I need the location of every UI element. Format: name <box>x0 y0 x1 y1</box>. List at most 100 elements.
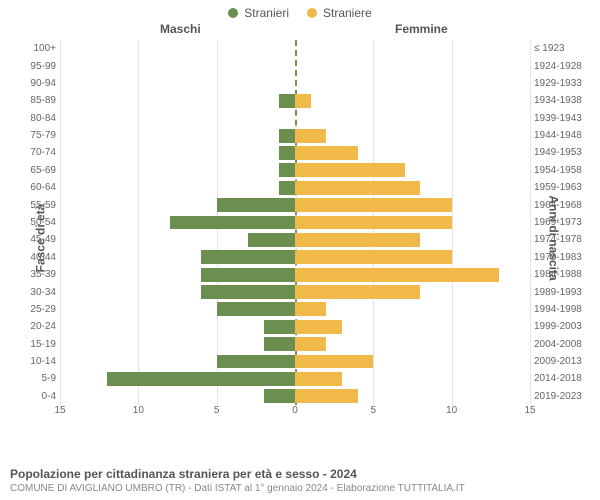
pyramid-row: 70-741949-1953 <box>60 144 530 161</box>
birth-year-label: 1984-1988 <box>534 269 590 280</box>
header-male: Maschi <box>160 22 201 36</box>
bar-female <box>295 268 499 282</box>
bar-male <box>201 285 295 299</box>
birth-year-label: 1944-1948 <box>534 130 590 141</box>
birth-year-label: 1959-1963 <box>534 182 590 193</box>
age-label: 70-74 <box>20 147 56 158</box>
pyramid-row: 20-241999-2003 <box>60 318 530 335</box>
chart-area: Fasce di età Anni di nascita 100+≤ 19239… <box>0 40 600 435</box>
legend: Stranieri Straniere <box>0 0 600 20</box>
pyramid-row: 95-991924-1928 <box>60 57 530 74</box>
age-label: 85-89 <box>20 95 56 106</box>
bar-male <box>279 163 295 177</box>
age-label: 5-9 <box>20 373 56 384</box>
age-label: 100+ <box>20 43 56 54</box>
pyramid-row: 50-541969-1973 <box>60 214 530 231</box>
birth-year-label: 1969-1973 <box>534 217 590 228</box>
chart-subtitle: COMUNE DI AVIGLIANO UMBRO (TR) - Dati IS… <box>10 483 590 494</box>
x-tick-label: 15 <box>524 405 535 416</box>
pyramid-row: 25-291994-1998 <box>60 301 530 318</box>
bar-female <box>295 233 420 247</box>
bar-male <box>201 268 295 282</box>
bar-female <box>295 216 452 230</box>
pyramid-row: 30-341989-1993 <box>60 283 530 300</box>
pyramid-row: 15-192004-2008 <box>60 335 530 352</box>
age-label: 25-29 <box>20 304 56 315</box>
pyramid-row: 55-591964-1968 <box>60 196 530 213</box>
age-label: 40-44 <box>20 252 56 263</box>
gridline <box>530 40 531 405</box>
bar-male <box>279 146 295 160</box>
bar-female <box>295 250 452 264</box>
birth-year-label: 1964-1968 <box>534 200 590 211</box>
chart-container: Stranieri Straniere Maschi Femmine Fasce… <box>0 0 600 500</box>
legend-swatch-female <box>307 8 317 18</box>
bar-female <box>295 372 342 386</box>
bar-female <box>295 129 326 143</box>
legend-label-male: Stranieri <box>244 6 289 20</box>
legend-swatch-male <box>228 8 238 18</box>
age-label: 95-99 <box>20 61 56 72</box>
bar-female <box>295 181 420 195</box>
pyramid-row: 80-841939-1943 <box>60 110 530 127</box>
birth-year-label: 1989-1993 <box>534 287 590 298</box>
pyramid-row: 0-42019-2023 <box>60 388 530 405</box>
birth-year-label: 1934-1938 <box>534 95 590 106</box>
pyramid-row: 65-691954-1958 <box>60 162 530 179</box>
birth-year-label: 1999-2003 <box>534 321 590 332</box>
bar-male <box>217 355 295 369</box>
x-tick-label: 5 <box>214 405 220 416</box>
bar-male <box>107 372 295 386</box>
footer: Popolazione per cittadinanza straniera p… <box>10 467 590 494</box>
pyramid-row: 85-891934-1938 <box>60 92 530 109</box>
birth-year-label: 1974-1978 <box>534 234 590 245</box>
pyramid-row: 10-142009-2013 <box>60 353 530 370</box>
birth-year-label: 1954-1958 <box>534 165 590 176</box>
x-tick-label: 10 <box>446 405 457 416</box>
bar-female <box>295 302 326 316</box>
bar-female <box>295 198 452 212</box>
pyramid-row: 40-441979-1983 <box>60 249 530 266</box>
age-label: 15-19 <box>20 339 56 350</box>
bar-male <box>264 320 295 334</box>
x-tick-label: 15 <box>54 405 65 416</box>
bar-male <box>279 129 295 143</box>
bar-male <box>201 250 295 264</box>
age-label: 65-69 <box>20 165 56 176</box>
age-label: 55-59 <box>20 200 56 211</box>
pyramid-row: 75-791944-1948 <box>60 127 530 144</box>
column-headers: Maschi Femmine <box>0 22 600 40</box>
bar-female <box>295 163 405 177</box>
age-label: 0-4 <box>20 391 56 402</box>
x-tick-label: 10 <box>133 405 144 416</box>
birth-year-label: 2014-2018 <box>534 373 590 384</box>
plot-area: 100+≤ 192395-991924-192890-941929-193385… <box>60 40 530 405</box>
age-label: 50-54 <box>20 217 56 228</box>
header-female: Femmine <box>395 22 448 36</box>
bar-female <box>295 94 311 108</box>
age-label: 10-14 <box>20 356 56 367</box>
pyramid-row: 60-641959-1963 <box>60 179 530 196</box>
bar-male <box>279 181 295 195</box>
pyramid-row: 5-92014-2018 <box>60 370 530 387</box>
birth-year-label: 2019-2023 <box>534 391 590 402</box>
birth-year-label: 2009-2013 <box>534 356 590 367</box>
birth-year-label: 1939-1943 <box>534 113 590 124</box>
age-label: 45-49 <box>20 234 56 245</box>
chart-title: Popolazione per cittadinanza straniera p… <box>10 467 590 481</box>
pyramid-row: 35-391984-1988 <box>60 266 530 283</box>
birth-year-label: 1929-1933 <box>534 78 590 89</box>
bar-male <box>217 302 295 316</box>
legend-item-male: Stranieri <box>228 6 289 20</box>
bar-male <box>170 216 295 230</box>
age-label: 80-84 <box>20 113 56 124</box>
pyramid-row: 100+≤ 1923 <box>60 40 530 57</box>
bar-female <box>295 146 358 160</box>
birth-year-label: ≤ 1923 <box>534 43 590 54</box>
bar-female <box>295 285 420 299</box>
age-label: 30-34 <box>20 287 56 298</box>
birth-year-label: 1979-1983 <box>534 252 590 263</box>
bar-female <box>295 355 373 369</box>
legend-item-female: Straniere <box>307 6 372 20</box>
age-label: 20-24 <box>20 321 56 332</box>
